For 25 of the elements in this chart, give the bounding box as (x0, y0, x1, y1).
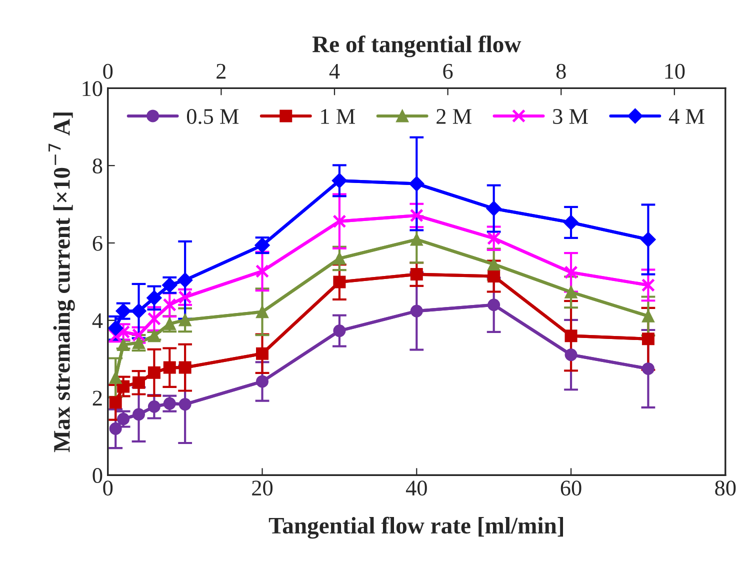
y-axis-title: Max stremaing current [×10$^{−7}$ A] (48, 112, 75, 452)
y-tick-label: 2 (92, 390, 102, 406)
y-tick-label: 10 (82, 81, 102, 96)
legend-label: 3 M (553, 109, 588, 124)
x-tick-label: 20 (252, 480, 273, 496)
legend-label: 0.5 M (186, 108, 239, 124)
x-tick-label: 80 (715, 480, 736, 496)
y-tick-label: 8 (92, 158, 102, 174)
y-tick-label: 6 (92, 236, 102, 251)
y-tick-label: 4 (92, 313, 103, 328)
legend-label: 4 M (668, 109, 704, 124)
x2-tick-label: 4 (329, 64, 340, 79)
x-axis-title: Tangential flow rate [ml/min] (268, 516, 564, 539)
x-tick-label: 40 (406, 480, 427, 496)
x2-tick-label: 2 (216, 64, 226, 79)
x2-tick-label: 0 (103, 64, 113, 79)
legend-label: 1 M (321, 109, 355, 124)
x2-axis-title: Re of tangential flow (312, 35, 522, 58)
x2-tick-label: 8 (556, 64, 566, 79)
x2-tick-label: 6 (443, 64, 453, 79)
x-tick-label: 60 (560, 480, 582, 496)
legend-label: 2 M (436, 109, 472, 124)
x2-tick-label: 10 (665, 64, 685, 79)
x-tick-label: 0 (103, 480, 113, 496)
y-tick-label: 0 (92, 468, 102, 484)
